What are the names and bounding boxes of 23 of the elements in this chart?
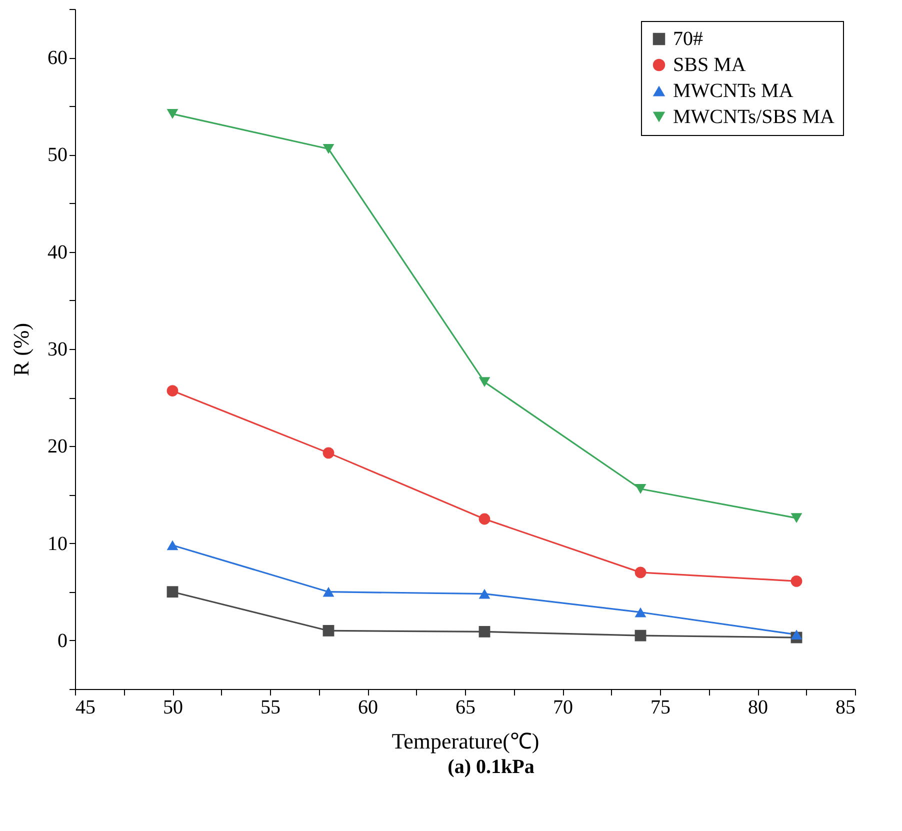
y-tick-label: 60 (48, 47, 68, 70)
text: (a) 0.1kPa (446, 756, 536, 779)
legend-label: SBS MA (673, 54, 746, 76)
x-tick-label: 50 (163, 696, 183, 718)
y-tick-label: 50 (48, 144, 68, 166)
x-tick-label: 70 (553, 696, 573, 718)
y-axis-title: R (%) (8, 322, 34, 376)
y-tick-label: 0 (58, 630, 68, 652)
x-tick-label: 75 (650, 696, 670, 718)
x-tick-label: 85 (836, 696, 856, 718)
x-axis-title: Temperature(℃) (392, 728, 540, 754)
x-tick-label: 80 (748, 696, 768, 718)
x-tick-label: 45 (76, 696, 96, 718)
legend-label: MWCNTs/SBS MA (673, 106, 835, 128)
legend-label: 70# (673, 28, 703, 50)
x-tick-label: 60 (358, 696, 378, 718)
x-tick-label: 55 (260, 696, 280, 718)
x-tick-label: 65 (456, 696, 476, 718)
y-tick-label: 30 (48, 338, 68, 360)
legend-label: MWCNTs MA (673, 80, 794, 102)
y-tick-label: 10 (48, 532, 68, 555)
y-tick-label: 20 (48, 436, 68, 458)
y-tick-label: 40 (48, 241, 68, 264)
